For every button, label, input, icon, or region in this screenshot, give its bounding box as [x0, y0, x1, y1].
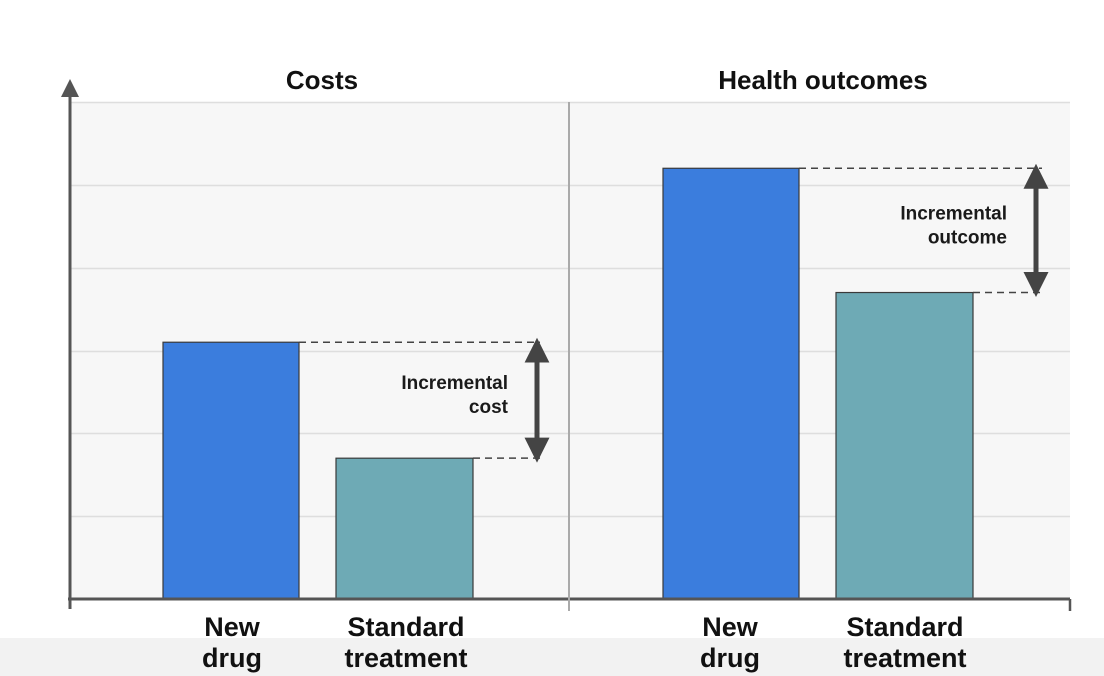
category-label: Standard — [347, 612, 464, 642]
category-label: drug — [700, 643, 760, 673]
standard-treatment-bar — [835, 291, 974, 600]
panel-title: Health outcomes — [718, 65, 928, 95]
new-drug-bar — [162, 341, 300, 600]
category-label: New — [204, 612, 261, 642]
category-label: treatment — [344, 643, 467, 673]
increment-annotation: Incremental — [401, 373, 508, 394]
increment-annotation: outcome — [928, 227, 1007, 248]
category-label: drug — [202, 643, 262, 673]
increment-annotation: Incremental — [900, 203, 1007, 224]
panel-title: Costs — [286, 65, 358, 95]
axes — [61, 79, 1072, 611]
chart-panels: CostsNewdrugStandardtreatmentIncremental… — [162, 65, 1049, 673]
category-label: New — [702, 612, 759, 642]
increment-annotation: cost — [469, 397, 509, 418]
new-drug-bar — [662, 167, 800, 600]
category-label: treatment — [843, 643, 966, 673]
standard-treatment-bar — [335, 457, 474, 600]
bottom-strip — [0, 638, 1104, 676]
category-label: Standard — [846, 612, 963, 642]
